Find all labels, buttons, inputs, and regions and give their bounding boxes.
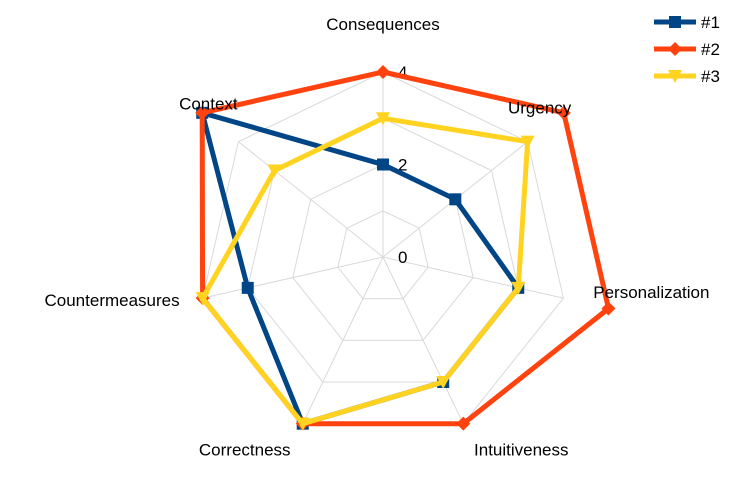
data-point-1-urgency: [449, 193, 462, 206]
data-point-2-consequences: [376, 65, 390, 79]
data-point-3-countermeasures: [195, 292, 210, 306]
legend-marker-3: [668, 70, 682, 83]
data-point-3-consequences: [376, 112, 390, 126]
legend-marker-1: [669, 16, 681, 28]
tick-label-0: 0: [398, 248, 407, 267]
series-line-2: [199, 69, 612, 427]
legend-label-series-2: #2: [701, 40, 720, 59]
data-point-3-intuitiveness: [436, 376, 451, 390]
axis-labels: Consequences Urgency Personalization Int…: [45, 15, 710, 460]
grid-ring-1: [337, 210, 429, 300]
tick-label-4: 4: [398, 63, 407, 82]
series-1: [196, 106, 525, 430]
series-layer: [195, 65, 616, 431]
axis-label-context: Context: [179, 95, 238, 114]
series-line-3: [199, 115, 531, 427]
legend-marker-2: [668, 42, 682, 56]
axis-label-consequences: Consequences: [326, 15, 439, 34]
data-point-2-context: [195, 105, 210, 120]
legend-label-series-1: #1: [701, 13, 720, 32]
axis-label-countermeasures: Countermeasures: [45, 291, 180, 310]
data-point-2-personalization: [601, 301, 616, 316]
axis-label-personalization: Personalization: [593, 283, 709, 302]
data-point-1-consequences: [377, 158, 389, 171]
axis-label-intuitiveness: Intuitiveness: [474, 441, 569, 460]
grid-ring-3: [247, 117, 519, 383]
axis-label-correctness: Correctness: [199, 441, 291, 460]
data-point-3-personalization: [511, 281, 526, 295]
legend: #1 #2 #3: [654, 13, 720, 86]
data-point-2-intuitiveness: [456, 416, 471, 431]
series-2: [195, 65, 616, 431]
data-point-3-correctness: [295, 417, 310, 431]
data-point-1-countermeasures: [241, 281, 254, 294]
data-point-3-context: [267, 164, 282, 178]
grid-ring-2: [292, 163, 474, 341]
series-3: [195, 112, 535, 431]
axis-label-urgency: Urgency: [508, 99, 572, 118]
radial-tick-labels: 0 2 4: [398, 63, 407, 267]
radar-grid: [202, 71, 564, 425]
legend-label-series-3: #3: [701, 67, 720, 86]
data-point-2-urgency: [556, 105, 571, 120]
tick-label-2: 2: [398, 156, 407, 175]
data-point-3-urgency: [520, 135, 535, 149]
